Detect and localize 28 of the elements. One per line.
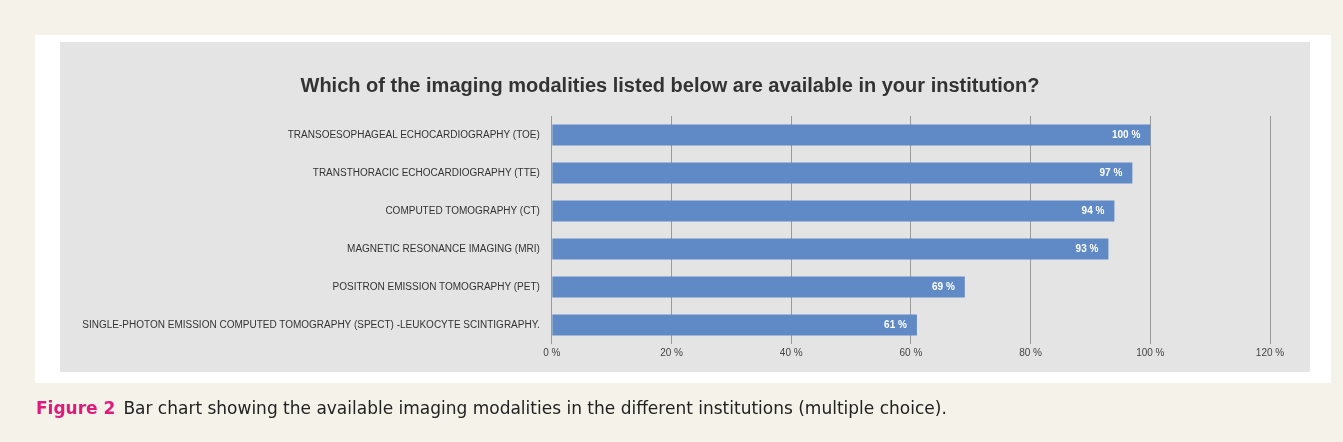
chart-title: Which of the imaging modalities listed below are available in your institution?: [300, 73, 1040, 96]
x-tick-label: 120 %: [1255, 346, 1285, 358]
bar: [552, 200, 1115, 222]
y-tick-label: POSITRON EMISSION TOMOGRAPHY (PET): [332, 280, 540, 292]
text: Bar chart showing the available imaging modalities in the different institutions (multiple choice).: [123, 398, 947, 418]
y-tick-label: MAGNETIC RESONANCE IMAGING (MRI): [347, 242, 540, 254]
y-tick-label: TRANSTHORACIC ECHOCARDIOGRAPHY (TTE): [312, 166, 540, 178]
y-tick-label: SINGLE-PHOTON EMISSION COMPUTED TOMOGRAPHY (SPECT) -LEUKOCYTE SCINTIGRAPHY.: [82, 318, 540, 330]
bar: [552, 276, 965, 298]
data-label: 93 %: [1075, 242, 1099, 254]
bar: [552, 124, 1151, 146]
x-tick-label: 40 %: [779, 346, 803, 358]
bar: [552, 162, 1133, 184]
data-label: 61 %: [884, 318, 908, 330]
x-tick-label: 80 %: [1019, 346, 1043, 358]
data-label: 100 %: [1111, 128, 1141, 140]
x-tick-label: 60 %: [899, 346, 923, 358]
x-tick-label: 100 %: [1136, 346, 1165, 358]
y-tick-label: TRANSOESOPHAGEAL ECHOCARDIOGRAPHY (TOE): [287, 128, 540, 140]
data-label: 69 %: [931, 280, 955, 292]
x-tick-label: 0 %: [543, 346, 561, 358]
data-label: 94 %: [1081, 204, 1105, 216]
data-label: 97 %: [1099, 166, 1123, 178]
y-tick-label: COMPUTED TOMOGRAPHY (CT): [385, 204, 540, 216]
bar: [552, 314, 917, 336]
caption: Figure 2: [36, 398, 116, 418]
bar: [552, 238, 1109, 260]
x-tick-label: 20 %: [660, 346, 684, 358]
